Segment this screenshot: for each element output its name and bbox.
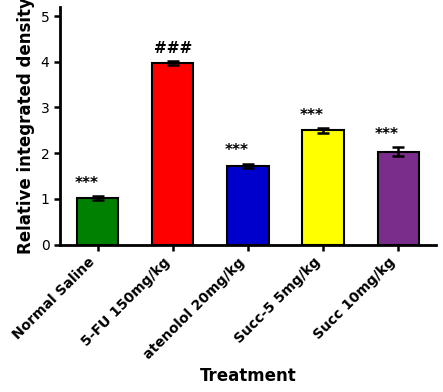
Text: ***: *** [375,127,399,142]
Y-axis label: Relative integrated density: Relative integrated density [17,0,35,254]
X-axis label: Treatment: Treatment [200,367,296,385]
Text: ***: *** [300,107,324,123]
Text: ***: *** [74,176,98,191]
Bar [377,152,419,245]
Text: ***: *** [225,143,249,158]
Text: ###: ### [154,41,192,56]
Bar [152,63,194,245]
Bar [227,166,268,245]
Bar [303,130,344,245]
Bar [77,198,118,245]
